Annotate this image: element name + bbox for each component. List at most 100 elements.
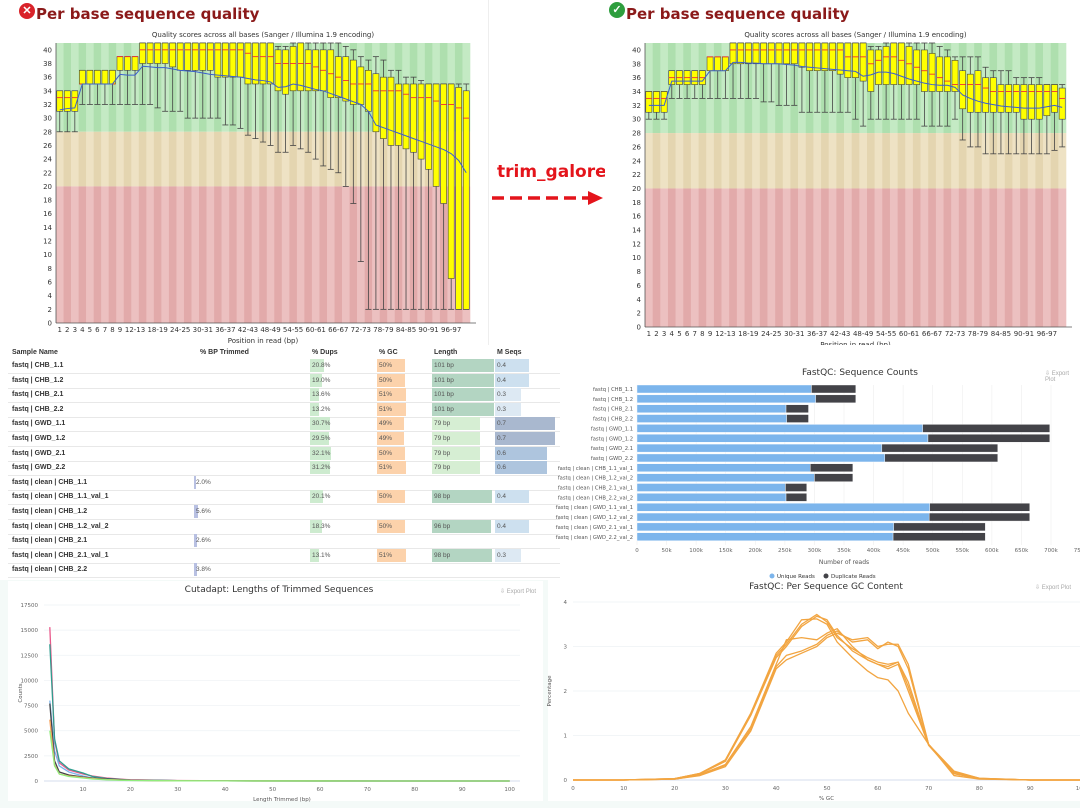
col-header-sample[interactable]: Sample Name — [12, 349, 58, 356]
dups-bar — [310, 402, 319, 416]
x-tick-label: 70 — [364, 787, 371, 793]
x-tick-label: 90-91 — [418, 326, 438, 334]
zone-warn — [882, 133, 891, 189]
zone-fail — [882, 188, 891, 327]
box — [222, 42, 229, 78]
y-tick-label: 26 — [43, 142, 52, 150]
y-tick-label: 26 — [632, 143, 641, 151]
zone-warn — [813, 133, 822, 189]
zone-warn — [974, 133, 983, 189]
export-plot-button-cutadapt[interactable]: ⇩ Export Plot — [500, 589, 537, 595]
zone-warn — [214, 131, 222, 187]
mseqs-cell: 0.4 — [495, 490, 565, 504]
gc-cell: 49% — [377, 432, 447, 445]
bp-trimmed-bar — [194, 534, 197, 548]
y-tick-label: 0 — [35, 779, 39, 785]
zone-warn — [836, 133, 845, 189]
zone-fail — [675, 188, 684, 327]
zone-fail — [767, 188, 776, 327]
length-cell: 79 bp — [432, 417, 502, 431]
zone-fail — [161, 186, 170, 323]
bp-trimmed-cell: 5.6% — [194, 505, 264, 518]
box — [297, 42, 304, 92]
length-value: 96 bp — [434, 522, 451, 530]
zone-fail — [790, 188, 799, 327]
box — [432, 83, 440, 187]
x-tick-label: 3 — [73, 326, 77, 334]
mseqs-value: 0.3 — [497, 551, 507, 559]
length-cell: 101 bp — [432, 359, 502, 372]
dups-value: 20.8% — [312, 362, 331, 369]
zone-fail — [683, 188, 692, 327]
zone-warn — [729, 133, 738, 189]
zone-fail — [798, 188, 807, 327]
x-tick-label: 1 — [647, 330, 651, 338]
zone-warn — [958, 133, 967, 189]
x-tick-label: 5 — [677, 330, 681, 338]
y-tick-label: 15000 — [21, 628, 39, 634]
length-cell: 79 bp — [432, 461, 502, 475]
y-tick-label: 14 — [43, 224, 52, 232]
zone-fail — [199, 186, 207, 323]
zone-fail — [214, 186, 222, 323]
x-tick-label: 5 — [88, 326, 92, 334]
zone-warn — [683, 133, 692, 189]
box — [882, 46, 890, 85]
box — [56, 90, 64, 112]
zone-warn — [775, 133, 784, 189]
length-bar — [432, 359, 494, 372]
x-tick-label: 300k — [808, 548, 822, 554]
y-tick-label: 38 — [43, 60, 52, 68]
bar-duplicate-reads — [929, 503, 1030, 512]
y-tick-label: 0 — [564, 778, 568, 784]
zone-fail — [289, 186, 298, 323]
x-tick-label: 50 — [269, 787, 276, 793]
box — [790, 42, 798, 65]
gc-cell: 49% — [377, 417, 447, 431]
category-label: fastq | clean | CHB_2.2_val_2 — [558, 495, 633, 501]
box — [206, 42, 214, 71]
box — [1012, 84, 1020, 113]
zone-warn — [805, 133, 814, 189]
zone-fail — [206, 186, 215, 323]
zone-fail — [146, 186, 155, 323]
x-tick-label: 72-73 — [945, 330, 965, 338]
zone-warn — [744, 133, 753, 189]
x-tick-label: 60-61 — [306, 326, 326, 334]
export-plot-button-counts[interactable]: ⇩ Export Plot — [1045, 371, 1070, 383]
length-bar — [432, 402, 494, 416]
mseqs-value: 0.3 — [497, 405, 507, 413]
zone-warn — [274, 131, 283, 187]
col-header-dups[interactable]: % Dups — [312, 349, 338, 356]
length-value: 79 bp — [434, 464, 451, 472]
y-tick-label: 36 — [632, 74, 641, 82]
col-header-gc[interactable]: % GC — [379, 349, 398, 356]
box — [372, 73, 380, 133]
sample-name: fastq | clean | CHB_1.1 — [12, 478, 88, 486]
zone-good — [652, 43, 661, 134]
zone-fail — [775, 188, 784, 327]
col-header-bp-trimmed[interactable]: % BP Trimmed — [200, 349, 249, 356]
zone-warn — [782, 133, 791, 189]
box — [214, 42, 222, 78]
dups-bar — [310, 432, 330, 445]
box — [829, 42, 836, 72]
table-row: fastq | CHB_2.1 13.6% 51% 101 bp 0.3 — [8, 388, 560, 404]
box — [959, 70, 967, 110]
box — [1020, 84, 1028, 120]
box — [387, 76, 395, 146]
zone-fail — [116, 186, 125, 323]
x-tick-label: 650k — [1015, 548, 1029, 554]
x-tick-label: 50 — [824, 786, 831, 792]
export-plot-button-gc[interactable]: ⇩ Export Plot — [1035, 585, 1072, 591]
box — [350, 59, 357, 105]
zone-warn — [304, 131, 313, 187]
general-stats-table: Sample Name % BP Trimmed % Dups % GC Len… — [0, 345, 560, 580]
col-header-length[interactable]: Length — [434, 349, 458, 356]
col-header-mseqs[interactable]: M Seqs — [497, 349, 522, 356]
series-line — [573, 628, 1080, 781]
y-tick-label: 12 — [632, 240, 641, 248]
